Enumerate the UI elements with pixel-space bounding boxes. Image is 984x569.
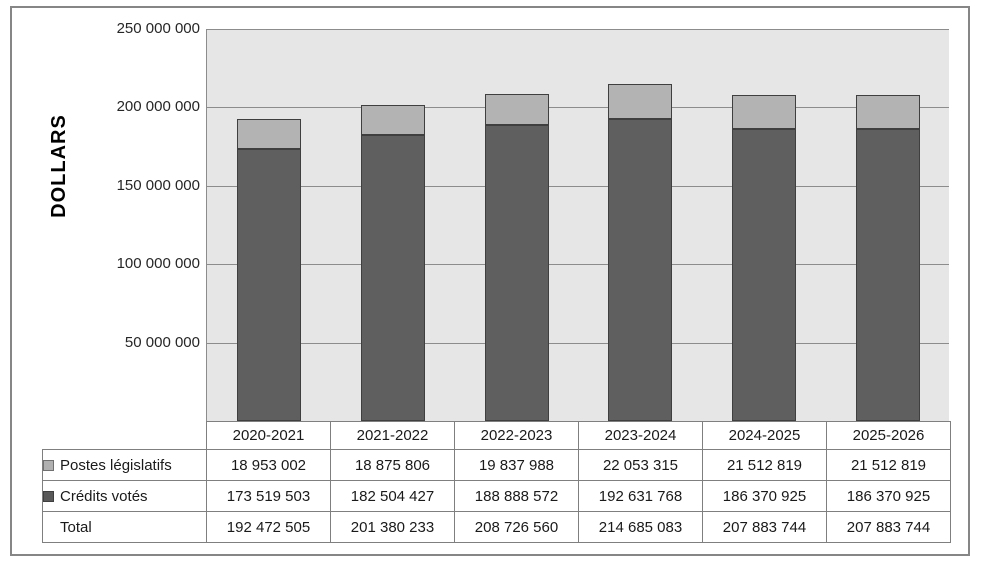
table-value-cell: 186 370 925: [702, 480, 827, 512]
y-axis-title: DOLLARS: [48, 114, 70, 218]
figure-frame: DOLLARS 250 000 000 200 000 000 150 000 00…: [10, 6, 970, 556]
bar-segment-postes-legislatifs: [236, 119, 301, 149]
stacked-bar-2020-2021: [236, 119, 301, 421]
plot-area: [206, 29, 949, 421]
table-header-cell: 2023-2024: [578, 421, 703, 450]
table-value-cell: 22 053 315: [578, 449, 703, 481]
table-row: Postes législatifs 18 953 002 18 875 806 19…: [42, 449, 951, 481]
bar-segment-postes-legislatifs: [608, 84, 673, 119]
table-value-cell: 18 875 806: [330, 449, 455, 481]
y-axis-tick-label: 200 000 000: [116, 98, 200, 116]
table-value-cell: 18 953 002: [206, 449, 331, 481]
table-header-cell: 2020-2021: [206, 421, 331, 450]
table-row: Total 192 472 505 201 380 233 208 726 560 21…: [42, 511, 951, 543]
table-header-cell: 2025-2026: [826, 421, 951, 450]
table-value-cell: 208 726 560: [454, 511, 579, 543]
bar-segment-postes-legislatifs: [732, 95, 797, 129]
table-value-cell: 19 837 988: [454, 449, 579, 481]
table-value-cell: 201 380 233: [330, 511, 455, 543]
table-row: Crédits votés 173 519 503 182 504 427 188 8…: [42, 480, 951, 512]
bar-segment-credits-votes: [732, 128, 797, 421]
table-value-cell: 192 631 768: [578, 480, 703, 512]
table-corner-cell: [43, 422, 207, 450]
data-table: 2020-2021 2021-2022 2022-2023 2023-2024 2024…: [42, 421, 951, 543]
bar-segment-postes-legislatifs: [360, 105, 425, 135]
table-value-cell: 173 519 503: [206, 480, 331, 512]
y-axis-tick-label: 150 000 000: [116, 176, 200, 194]
table-header-cell: 2024-2025: [702, 421, 827, 450]
gridline: [207, 264, 949, 266]
row-label-cell: Postes législatifs: [42, 449, 207, 481]
stacked-bar-2024-2025: [732, 95, 797, 421]
table-value-cell: 186 370 925: [826, 480, 951, 512]
table-value-cell: 207 883 744: [826, 511, 951, 543]
stacked-bar-2022-2023: [484, 93, 549, 421]
table-value-cell: 182 504 427: [330, 480, 455, 512]
table-header-cell: 2021-2022: [330, 421, 455, 450]
bar-segment-credits-votes: [236, 148, 301, 421]
table-value-cell: 188 888 572: [454, 480, 579, 512]
legend-swatch-icon: [43, 490, 54, 502]
table-value-cell: 192 472 505: [206, 511, 331, 543]
bar-segment-postes-legislatifs: [856, 95, 921, 129]
row-label-cell: Total: [42, 511, 207, 543]
table-header-cell: 2022-2023: [454, 421, 579, 450]
bar-segment-postes-legislatifs: [484, 93, 549, 125]
table-value-cell: 214 685 083: [578, 511, 703, 543]
row-label: Postes législatifs: [60, 456, 172, 474]
y-axis-tick-label: 50 000 000: [124, 333, 200, 351]
table-header-row: 2020-2021 2021-2022 2022-2023 2023-2024 2024…: [43, 421, 951, 450]
y-axis-tick-label: 250 000 000: [116, 20, 200, 37]
stacked-bar-2025-2026: [856, 95, 921, 421]
gridline: [207, 185, 949, 187]
gridline: [207, 342, 949, 344]
table-value-cell: 21 512 819: [826, 449, 951, 481]
bar-segment-credits-votes: [360, 134, 425, 421]
bar-segment-credits-votes: [608, 118, 673, 421]
gridline: [207, 107, 949, 109]
bar-segment-credits-votes: [484, 124, 549, 421]
gridline: [207, 29, 949, 30]
stacked-bar-2021-2022: [360, 105, 425, 421]
row-label: Crédits votés: [60, 487, 148, 505]
row-label-cell: Crédits votés: [42, 480, 207, 512]
row-label: Total: [60, 518, 92, 536]
y-axis-tick-label: 100 000 000: [116, 255, 200, 273]
stacked-bar-2023-2024: [608, 84, 673, 421]
table-value-cell: 21 512 819: [702, 449, 827, 481]
legend-swatch-icon: [43, 459, 54, 471]
table-value-cell: 207 883 744: [702, 511, 827, 543]
bar-segment-credits-votes: [856, 128, 921, 421]
